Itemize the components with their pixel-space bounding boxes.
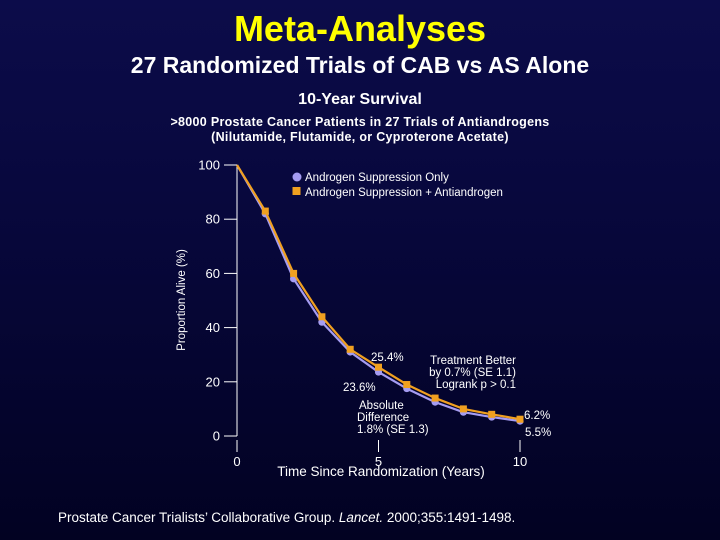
citation-journal: Lancet. (338, 510, 384, 525)
x-axis-title: Time Since Randomization (Years) (277, 464, 485, 479)
series-1-point-4 (346, 345, 354, 353)
chart-subtitle-line-1: >8000 Prostate Cancer Patients in 27 Tri… (170, 115, 550, 129)
slide-subtitle: 27 Randomized Trials of CAB vs AS Alone (130, 52, 590, 78)
legend-marker-as (292, 172, 302, 182)
annotation-difference: Absolute Difference 1.8% (SE 1.3) (357, 400, 429, 436)
y-tick-label-20: 20 (206, 374, 220, 389)
y-tick-label-80: 80 (206, 212, 220, 227)
annotation-as-5yr: 23.6% (343, 382, 376, 394)
series-1-point-7 (431, 394, 439, 402)
series-1-point-1 (261, 207, 269, 215)
slide-title: Meta-Analyses (233, 8, 487, 49)
series-1-point-6 (403, 381, 411, 389)
y-tick-label-100: 100 (198, 158, 220, 173)
citation-authors: Prostate Cancer Trialists’ Collaborative… (58, 510, 339, 525)
legend-marker-cab (292, 187, 301, 195)
y-axis-title: Proportion Alive (%) (176, 249, 188, 351)
series-1-point-8 (459, 405, 467, 413)
series-1-point-5 (375, 363, 382, 371)
y-tick-label-0: 0 (213, 429, 220, 444)
annotation-as-10yr: 5.5% (525, 427, 551, 439)
annotation-difference-line-3: 1.8% (SE 1.3) (357, 424, 429, 436)
chart-axes: 0 20 40 60 80 100 0 5 10 (198, 158, 527, 470)
annotation-difference-line-2: Difference (357, 412, 409, 424)
legend-label-as: Androgen Suppression Only (305, 172, 449, 184)
series-1-point-10 (516, 415, 524, 423)
chart-subtitle-line-2: (Nilutamide, Flutamide, or Cyproterone A… (211, 130, 509, 144)
chart-title: 10-Year Survival (298, 91, 422, 108)
citation: Prostate Cancer Trialists’ Collaborative… (58, 510, 515, 525)
annotation-cab-10yr: 6.2% (524, 410, 550, 422)
series-layer (236, 164, 524, 425)
citation-details: 2000;355:1491-1498. (383, 510, 516, 525)
x-tick-label-10: 10 (513, 454, 527, 469)
annotation-treatment-line-2: by 0.7% (SE 1.1) (429, 367, 516, 379)
x-tick-label-5: 5 (375, 454, 382, 469)
y-tick-label-60: 60 (206, 266, 220, 281)
annotation-difference-line-1: Absolute (359, 400, 404, 412)
annotation-treatment-better: Treatment Better by 0.7% (SE 1.1) Logran… (429, 355, 516, 391)
legend-label-cab: Androgen Suppression + Antiandrogen (305, 187, 503, 199)
y-tick-label-40: 40 (206, 320, 220, 335)
chart-subtitle: >8000 Prostate Cancer Patients in 27 Tri… (0, 115, 720, 145)
x-tick-label-0: 0 (233, 454, 240, 469)
series-1-point-9 (488, 410, 496, 418)
series-1-point-3 (318, 313, 326, 321)
annotation-treatment-line-1: Treatment Better (430, 355, 516, 367)
annotation-treatment-line-3: Logrank p > 0.1 (436, 379, 516, 391)
series-1-point-2 (290, 269, 298, 277)
annotation-cab-5yr: 25.4% (371, 352, 404, 364)
legend: Androgen Suppression Only Androgen Suppr… (292, 172, 503, 199)
